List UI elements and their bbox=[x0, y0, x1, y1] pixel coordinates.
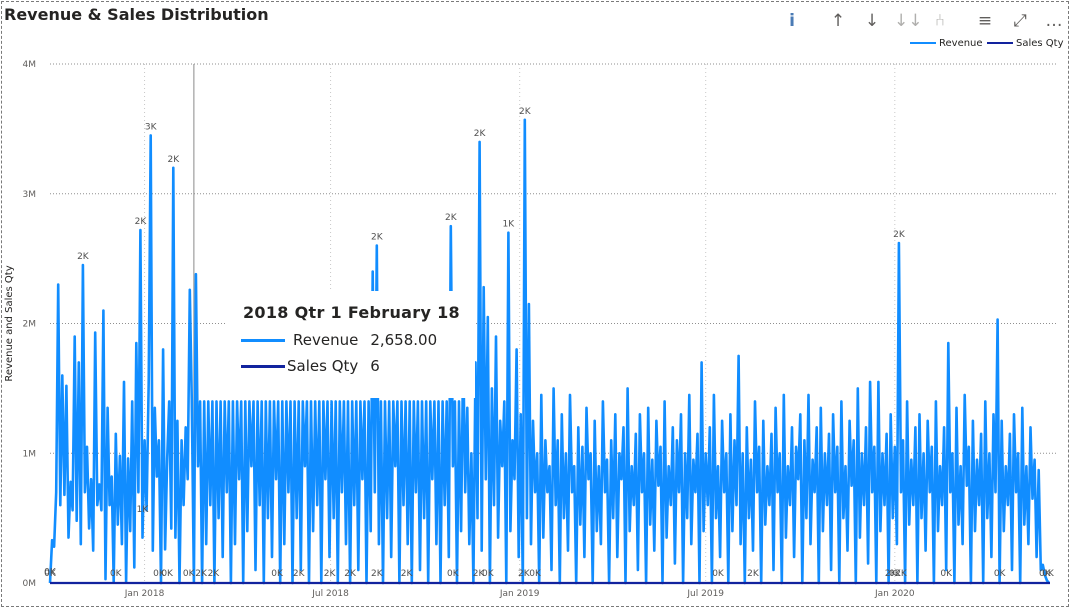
data-label: 1K bbox=[503, 220, 516, 230]
legend-swatch-revenue bbox=[910, 42, 936, 44]
data-label: 0K bbox=[447, 569, 460, 579]
data-label: 2K bbox=[371, 569, 384, 579]
data-label: 2K bbox=[747, 569, 760, 579]
data-label: 0K bbox=[161, 569, 174, 579]
x-tick-label: Jul 2019 bbox=[686, 589, 724, 599]
x-tick-label: Jan 2018 bbox=[124, 589, 165, 599]
legend-label-sales-qty: Sales Qty bbox=[1016, 38, 1064, 49]
tooltip-value-revenue: 2,658.00 bbox=[370, 331, 438, 349]
expand-hierarchy-icon[interactable]: ⑃ bbox=[934, 11, 946, 31]
expand-all-down-icon[interactable]: ↓↓ bbox=[894, 11, 923, 31]
data-label: 0K bbox=[889, 569, 902, 579]
data-label: 0K bbox=[271, 569, 284, 579]
data-label: 2K bbox=[893, 230, 906, 240]
tooltip-label-revenue: Revenue bbox=[293, 331, 359, 349]
tooltip-value-sales-qty: 6 bbox=[370, 357, 380, 375]
data-label: 2K bbox=[135, 217, 148, 227]
legend-swatch-sales-qty bbox=[987, 42, 1013, 44]
y-tick-label: 2M bbox=[23, 320, 37, 330]
data-label: 2K bbox=[371, 233, 384, 243]
data-label: 0K bbox=[110, 569, 123, 579]
data-label: 0K bbox=[482, 569, 495, 579]
data-label: 0K bbox=[712, 569, 725, 579]
x-tick-label: Jul 2018 bbox=[311, 589, 349, 599]
data-label: 0K bbox=[1042, 569, 1055, 579]
data-label: 2K bbox=[168, 155, 181, 165]
y-tick-label: 1M bbox=[23, 449, 37, 459]
filter-icon[interactable]: ≡ bbox=[977, 11, 993, 31]
focus-mode-icon[interactable]: ⤢ bbox=[1013, 11, 1027, 31]
data-label: 2K bbox=[473, 569, 486, 579]
data-label: 2K bbox=[293, 569, 306, 579]
data-label: 2K bbox=[195, 569, 208, 579]
data-label: 0K bbox=[1039, 569, 1052, 579]
legend-item-revenue[interactable]: Revenue bbox=[910, 38, 983, 49]
data-label: 0K bbox=[153, 569, 166, 579]
visual-title: Revenue & Sales Distribution bbox=[4, 5, 269, 24]
more-options-icon[interactable]: … bbox=[1045, 11, 1063, 31]
tooltip-swatch-revenue bbox=[241, 339, 285, 342]
data-label: 2K bbox=[445, 213, 458, 223]
data-label: 2K bbox=[474, 129, 487, 139]
data-label: 0K bbox=[940, 569, 953, 579]
x-tick-label: Jan 2019 bbox=[499, 589, 540, 599]
data-label: 0K bbox=[44, 567, 57, 577]
y-tick-label: 3M bbox=[23, 190, 37, 200]
revenue-series-line bbox=[48, 118, 1051, 585]
y-axis-title: Revenue and Sales Qty bbox=[4, 265, 15, 381]
drill-down-icon[interactable]: ↓ bbox=[864, 11, 880, 31]
legend-label-revenue: Revenue bbox=[939, 38, 983, 49]
drill-up-icon[interactable]: ↑ bbox=[830, 11, 846, 31]
data-label: 1K bbox=[137, 505, 150, 515]
tooltip-swatch-sales-qty bbox=[241, 365, 285, 368]
data-label: 2K bbox=[344, 569, 357, 579]
data-label: 0K bbox=[44, 569, 57, 579]
tooltip-row-sales-qty: Sales Qty 6 bbox=[241, 357, 380, 377]
data-label: 2K bbox=[401, 569, 414, 579]
data-label: 0K bbox=[529, 569, 542, 579]
y-tick-label: 0M bbox=[23, 579, 37, 589]
data-label: 2K bbox=[519, 107, 532, 117]
tooltip-row-revenue: Revenue 2,658.00 bbox=[241, 331, 437, 351]
data-label: 3K bbox=[145, 122, 158, 132]
tooltip: 2018 Qtr 1 February 18 Revenue 2,658.00 S… bbox=[225, 291, 475, 398]
data-label: 2K bbox=[208, 569, 221, 579]
data-label: 0K bbox=[994, 569, 1007, 579]
data-label: 2K bbox=[885, 569, 898, 579]
legend-item-sales-qty[interactable]: Sales Qty bbox=[987, 38, 1064, 49]
tooltip-title: 2018 Qtr 1 February 18 bbox=[243, 303, 460, 322]
tooltip-label-sales-qty: Sales Qty bbox=[287, 357, 359, 375]
data-label: 2K bbox=[77, 252, 90, 262]
data-label: 2K bbox=[895, 569, 908, 579]
data-label: 2K bbox=[324, 569, 337, 579]
data-label: 0K bbox=[183, 569, 196, 579]
info-icon[interactable]: i bbox=[789, 11, 795, 31]
x-tick-label: Jan 2020 bbox=[874, 589, 915, 599]
y-tick-label: 4M bbox=[23, 60, 37, 70]
data-label: 2K bbox=[518, 569, 531, 579]
